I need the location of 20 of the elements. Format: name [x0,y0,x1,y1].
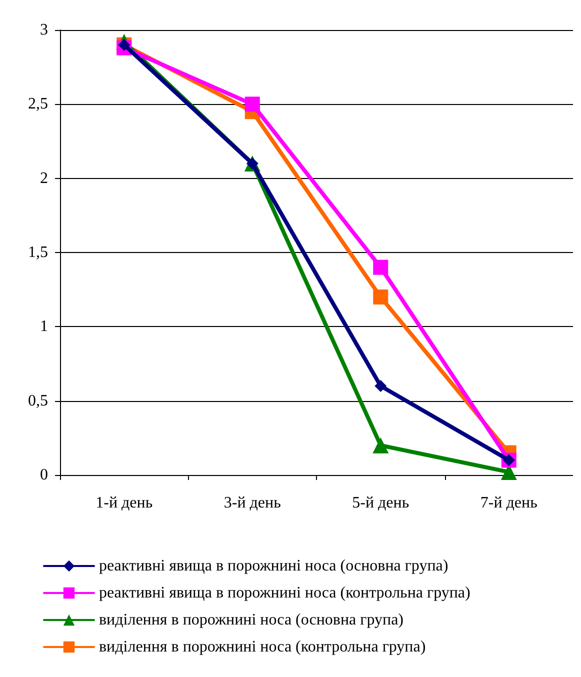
legend-label: виділення в порожнині носа (контрольна група) [99,638,426,656]
legend-label: реактивні явища в порожнині носа (контрольна група) [99,584,470,602]
y-tick-label: 1 [40,318,48,336]
legend-label: виділення в порожнині носа (основна група) [99,612,404,628]
point [244,96,260,112]
y-tick-label: 0 [40,466,48,484]
point [373,290,388,304]
legend-label: реактивні явища в порожнині носа (основна група) [99,558,448,574]
point [372,437,389,454]
point [373,260,388,275]
y-tick-label: 2,5 [28,96,48,113]
y-tick-label: 2 [40,170,48,187]
y-tick-label: 1,5 [28,244,48,261]
y-tick-label: 0,5 [28,392,48,410]
point [374,380,387,392]
x-tick-label: 5-й день [352,494,410,512]
y-tick-label: 3 [40,22,48,38]
x-tick-label: 7-й день [480,494,538,512]
x-tick-label: 1-й день [96,494,153,512]
x-tick-label: 3-й день [224,494,281,512]
